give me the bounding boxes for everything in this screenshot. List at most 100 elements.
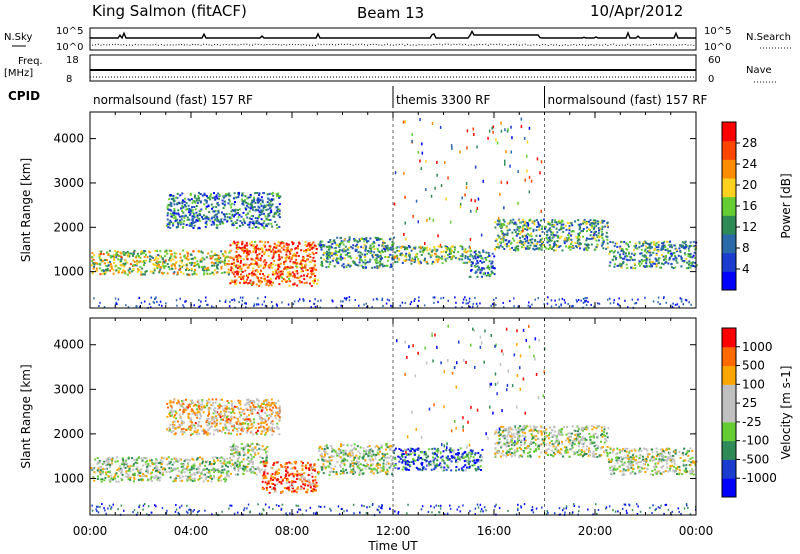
heatmap-cell (227, 202, 230, 205)
heatmap-cell (648, 245, 651, 248)
heatmap-cell (204, 207, 207, 210)
heatmap-cell (425, 453, 428, 456)
heatmap-cell (317, 472, 320, 475)
heatmap-cell (377, 261, 380, 264)
heatmap-cell (192, 467, 195, 470)
heatmap-cell (549, 238, 551, 241)
heatmap-cell (287, 255, 290, 258)
heatmap-cell (212, 221, 215, 224)
heatmap-cell (181, 192, 184, 195)
heatmap-cell (205, 215, 208, 218)
heatmap-cell (344, 449, 347, 452)
heatmap-cell (204, 300, 207, 302)
heatmap-cell (254, 247, 257, 250)
heatmap-cell (207, 303, 209, 306)
heatmap-cell (217, 220, 220, 223)
heatmap-cell (235, 212, 238, 215)
heatmap-cell (121, 461, 124, 464)
heatmap-cell (181, 205, 184, 208)
heatmap-cell (336, 461, 339, 464)
heatmap-cell (247, 274, 249, 277)
heatmap-cell (186, 252, 189, 255)
heatmap-cell (231, 271, 234, 274)
heatmap-cell (226, 263, 229, 265)
heatmap-cell (356, 240, 359, 243)
heatmap-cell (221, 253, 224, 256)
heatmap-cell (283, 261, 286, 264)
heatmap-cell (366, 305, 368, 308)
heatmap-cell (375, 259, 378, 262)
heatmap-cell (225, 193, 228, 195)
heatmap-cell (296, 284, 299, 287)
heatmap-cell (169, 201, 172, 204)
heatmap-cell (569, 245, 571, 248)
heatmap-cell (208, 210, 211, 213)
heatmap-cell (150, 296, 152, 299)
heatmap-cell (245, 242, 248, 245)
heatmap-cell (174, 219, 177, 222)
heatmap-cell (174, 479, 176, 482)
heatmap-cell (386, 446, 389, 449)
heatmap-cell (150, 459, 153, 462)
heatmap-cell (657, 250, 660, 253)
heatmap-cell (511, 221, 514, 224)
heatmap-cell (476, 145, 478, 149)
heatmap-cell (448, 249, 451, 252)
heatmap-cell (383, 466, 386, 469)
heatmap-cell (213, 192, 215, 195)
heatmap-cell (259, 240, 262, 243)
heatmap-cell (105, 464, 108, 467)
heatmap-cell (103, 462, 106, 465)
heatmap-cell (250, 215, 253, 217)
heatmap-cell (349, 255, 352, 258)
heatmap-cell (127, 476, 130, 478)
heatmap-cell (342, 470, 345, 473)
heatmap-cell (309, 267, 312, 270)
heatmap-cell (447, 254, 449, 256)
heatmap-cell (657, 241, 660, 244)
heatmap-cell (359, 254, 361, 257)
heatmap-cell (251, 258, 254, 261)
heatmap-cell (650, 241, 653, 244)
heatmap-cell (335, 471, 338, 474)
heatmap-cell (264, 241, 267, 244)
heatmap-cell (685, 258, 688, 260)
heatmap-cell (549, 246, 551, 249)
heatmap-cell (307, 248, 309, 251)
heatmap-cell (196, 219, 199, 222)
heatmap-cell (96, 469, 99, 472)
heatmap-cell (257, 216, 260, 219)
heatmap-cell (469, 258, 472, 261)
heatmap-cell (528, 246, 531, 249)
heatmap-cell (191, 261, 194, 264)
heatmap-cell (275, 303, 278, 306)
heatmap-cell (296, 473, 299, 476)
heatmap-cell (362, 464, 365, 467)
heatmap-cell (270, 209, 273, 212)
heatmap-cell (340, 239, 343, 242)
heatmap-cell (228, 271, 231, 274)
heatmap-cell (186, 258, 188, 261)
heatmap-cell (577, 238, 580, 241)
heatmap-cell (254, 273, 257, 276)
heatmap-cell (236, 457, 239, 460)
heatmap-cell (565, 228, 568, 231)
heatmap-cell (470, 265, 473, 268)
heatmap-cell (285, 267, 288, 270)
heatmap-cell (161, 304, 163, 307)
heatmap-cell (176, 218, 179, 221)
heatmap-cell (156, 250, 159, 253)
heatmap-cell (374, 258, 377, 261)
heatmap-cell (517, 233, 520, 235)
heatmap-cell (415, 199, 418, 203)
heatmap-cell (239, 467, 242, 470)
heatmap-cell (185, 256, 188, 259)
heatmap-cell (349, 471, 352, 474)
heatmap-cell (246, 212, 249, 215)
heatmap-cell (322, 472, 325, 475)
heatmap-cell (385, 463, 388, 466)
heatmap-cell (249, 445, 251, 448)
heatmap-cell (304, 241, 307, 243)
heatmap-cell (476, 265, 479, 268)
heatmap-cell (140, 250, 142, 253)
